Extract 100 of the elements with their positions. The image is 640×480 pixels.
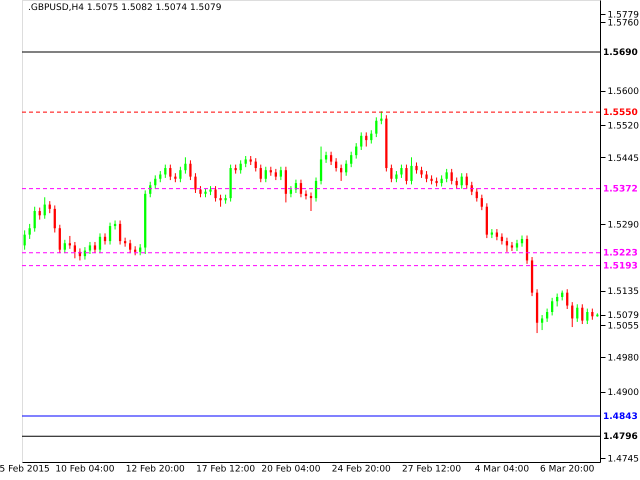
candlestick [38,207,41,220]
candlestick [134,246,136,256]
candlestick [480,194,483,211]
ref-line-label: 1.5372 [603,184,638,195]
x-tick-label: 10 Feb 04:00 [55,464,115,474]
candlestick [466,172,468,190]
candlestick [124,237,126,248]
candlestick [370,130,372,144]
candlestick [34,206,36,232]
candlestick [551,297,554,316]
candlestick [470,181,473,196]
candlestick [179,166,182,183]
ref-line-label: 1.5690 [603,48,638,58]
y-tick-label: 1.5079 [608,311,640,322]
candlestick [591,308,594,320]
candlestick [586,308,588,325]
candlestick [154,174,156,190]
y-tick-label: 1.5290 [608,220,640,230]
y-tick-label: 1.5135 [608,287,639,298]
candlestick [345,160,348,176]
x-tick-label: 12 Feb 20:00 [126,464,186,474]
candlestick [360,132,362,150]
candlestick [395,170,398,183]
candlestick [234,164,237,174]
y-tick-label: 1.5520 [608,122,640,132]
candlestick [561,290,564,301]
candlestick [54,204,56,234]
candlestick [48,200,51,214]
candlestick [425,170,428,183]
candlestick [476,188,478,202]
candlestick [380,110,382,125]
candlestick [169,164,172,181]
y-tick-label: 1.5600 [608,87,640,98]
candlestick [581,304,584,325]
candlestick [44,196,46,220]
chart-title: .GBPUSD,H4 1.5075 1.5082 1.5074 1.5079 [28,3,222,13]
candlestick [58,224,61,254]
candlestick [566,288,568,310]
candlestick [219,194,222,208]
candlestick [300,179,302,198]
x-tick-label: 6 Mar 20:00 [540,464,595,474]
candlestick [446,168,448,183]
ref-line-label: 1.4843 [603,412,638,422]
candlestick [571,302,574,328]
x-tick-label: 20 Feb 04:00 [261,464,321,474]
candlestick [490,228,494,239]
x-tick-label: 4 Mar 04:00 [474,464,530,474]
candlestick [576,304,578,322]
candlestick [274,168,277,181]
candlestick [456,176,458,190]
candlestick [546,308,548,322]
candlestick [254,158,257,172]
candlestick [139,244,142,256]
candlestick [540,314,544,331]
candlestick [450,168,453,185]
candlestick [506,237,508,252]
candlestick [260,164,262,183]
candlestick [365,132,368,148]
y-tick-label: 1.5445 [608,154,639,164]
candlestick [375,116,378,138]
y-tick-label: 1.5760 [608,18,640,28]
candlestick [240,160,242,174]
y-tick-label: 1.4900 [608,388,640,398]
y-tick-label: 1.5055 [608,321,639,332]
candlestick [324,151,328,164]
ref-line-label: 1.5550 [603,108,638,118]
candlestick [264,166,267,183]
x-tick-label: 17 Feb 12:00 [196,464,256,474]
x-tick-label: 27 Feb 12:00 [402,464,462,474]
candlestick [149,181,152,198]
candlestick [355,142,358,160]
ref-line-label: 1.5223 [603,248,638,259]
candlestick [496,228,498,241]
candlestick [340,164,342,182]
candlestick [174,172,176,183]
candlestick [128,239,132,254]
x-tick-label: 5 Feb 2015 [0,464,50,474]
candlestick [460,172,463,190]
candlestick [280,166,282,181]
candlestick [199,186,202,198]
y-tick-label: 1.4745 [608,454,639,465]
ref-line-label: 1.4796 [603,432,638,442]
candlestick [440,174,443,188]
candlestick [64,239,66,254]
candlestick [224,194,227,204]
candlestick [250,156,252,166]
candlestick [74,241,76,259]
candlestick [284,166,288,203]
candlestick [290,186,292,198]
candlestick [204,188,207,198]
candlestick [516,239,518,252]
candlestick [390,164,393,183]
ref-line-label: 1.5193 [603,262,638,272]
candlestick [350,151,352,168]
candlestick [244,156,247,168]
candlestick [164,164,166,178]
candlestick [28,223,31,240]
candlestick [68,235,71,250]
candlestick [556,293,558,307]
candlestick [159,170,162,183]
